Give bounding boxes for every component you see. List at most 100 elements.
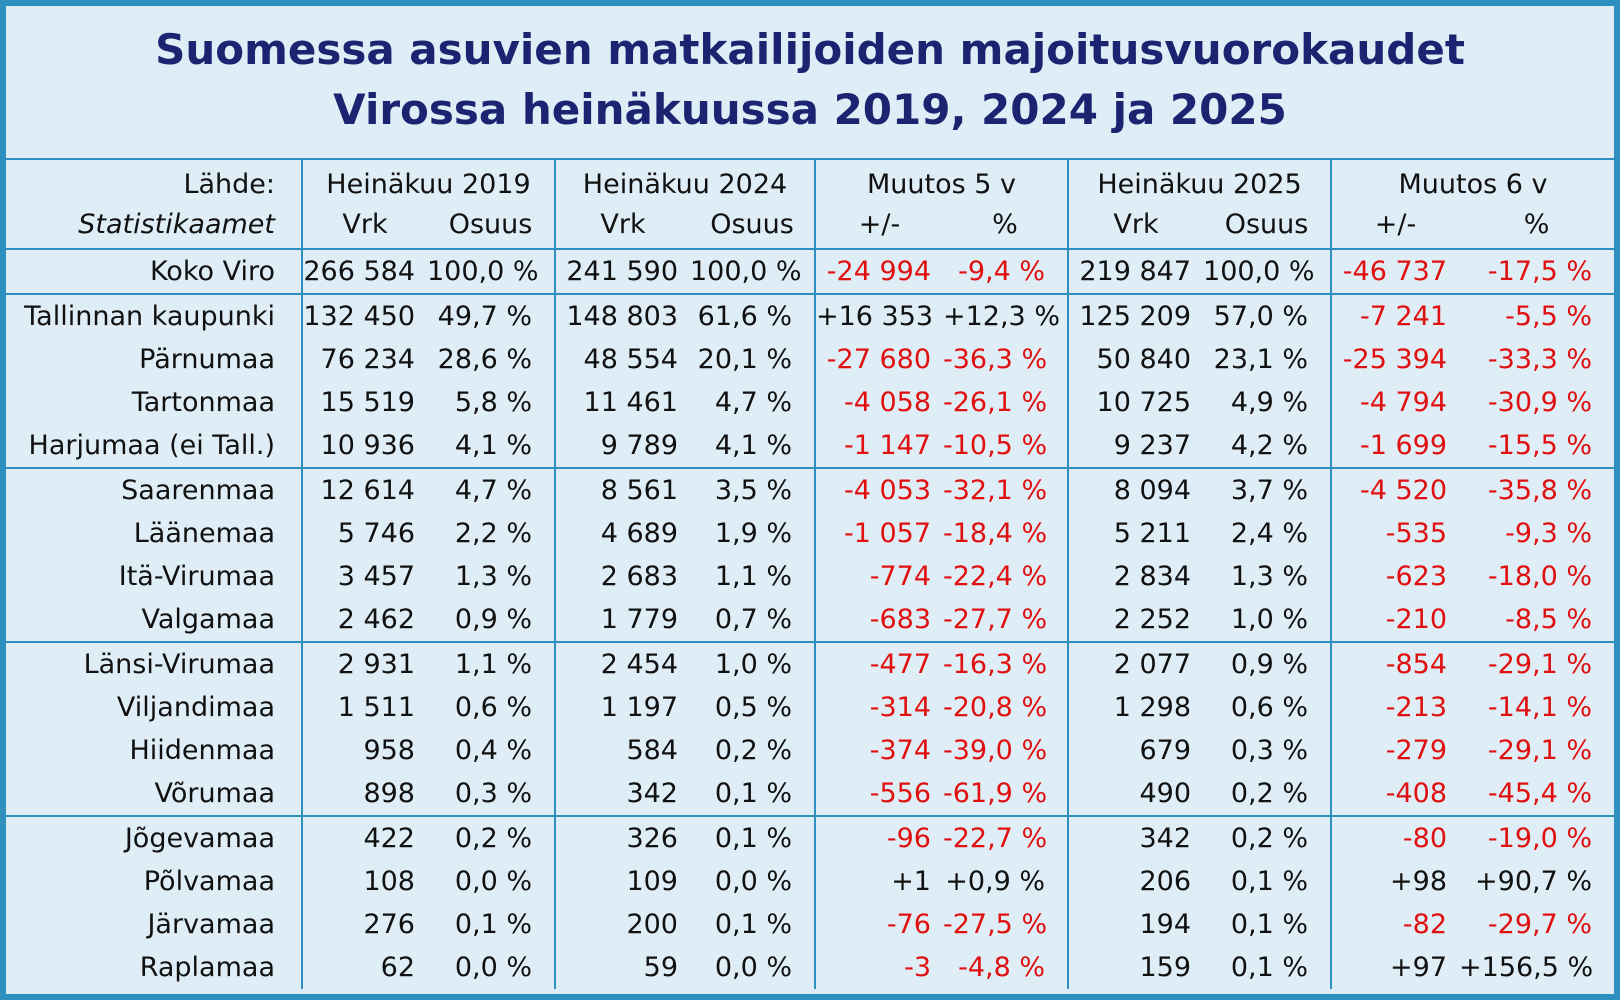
share-2024: 0,7 % <box>714 604 792 635</box>
nights-2024: 59 <box>554 946 690 989</box>
nights-2025: 5 211 <box>1067 512 1204 555</box>
share-2019: 1,1 % <box>427 641 555 686</box>
share-2024: 20,1 % <box>697 344 792 375</box>
nights-2019: 1 511 <box>301 686 427 729</box>
share-2019: 0,0 % <box>454 952 532 983</box>
change-5y-abs: -24 994 <box>814 249 943 295</box>
nights-2025: 2 252 <box>1067 598 1204 642</box>
table-body: Koko Viro 266 584 100,0 % 241 590 100,0 % -24… <box>6 249 1615 989</box>
share-2019: 4,7 % <box>427 467 555 512</box>
change-6y-pct: -30,9 % <box>1487 387 1593 418</box>
change-5y-abs: -1 147 <box>814 424 943 468</box>
subheader-percent: % <box>943 204 1069 250</box>
region-name: Järvamaa <box>147 909 275 940</box>
data-table: Lähde: Heinäkuu 2019 Heinäkuu 2024 Muuto… <box>6 158 1615 989</box>
table-header: Lähde: Heinäkuu 2019 Heinäkuu 2024 Muuto… <box>6 158 1615 250</box>
change-6y-abs: -1 699 <box>1330 424 1460 468</box>
page-title: Suomessa asuvien matkailijoiden majoitus… <box>6 20 1614 140</box>
change-6y-abs: -623 <box>1330 555 1460 598</box>
nights-2019: 132 450 <box>301 293 427 338</box>
change-5y-pct: -27,5 % <box>943 909 1048 940</box>
title-line-2: Virossa heinäkuussa 2019, 2024 ja 2025 <box>333 85 1287 134</box>
share-2019: 0,9 % <box>454 604 532 635</box>
change-5y-abs: -374 <box>814 729 943 772</box>
nights-2019: 2 931 <box>301 641 427 686</box>
subheader-osuus: Osuus <box>690 204 815 250</box>
nights-2024: 109 <box>554 860 690 903</box>
share-2019: 0,6 % <box>454 692 532 723</box>
nights-2019: 15 519 <box>301 381 427 424</box>
change-5y-abs: -774 <box>814 555 943 598</box>
share-2019: 49,7 % <box>427 293 555 338</box>
change-5y-abs: -3 <box>814 946 943 989</box>
change-5y-pct: -61,9 % <box>943 778 1048 809</box>
share-2025: 0,9 % <box>1203 641 1332 686</box>
nights-2025: 342 <box>1067 815 1204 860</box>
table-row: Koko Viro 266 584 100,0 % 241 590 100,0 % -24… <box>6 249 1615 295</box>
share-2025: 0,2 % <box>1203 815 1332 860</box>
subheader-plusminus: +/- <box>1330 204 1460 250</box>
nights-2024: 148 803 <box>554 293 690 338</box>
share-2024: 1,0 % <box>690 641 815 686</box>
change-6y-abs: +97 <box>1330 946 1460 989</box>
nights-2019: 276 <box>301 903 427 946</box>
share-2024: 0,0 % <box>714 866 792 897</box>
share-2025: 57,0 % <box>1203 293 1332 338</box>
table-row: Länsi-Virumaa 2 931 1,1 % 2 454 1,0 % -477 -16… <box>6 641 1615 686</box>
change-6y-abs: -210 <box>1330 598 1460 642</box>
change-6y-abs: -279 <box>1330 729 1460 772</box>
change-6y-abs: +98 <box>1330 860 1460 903</box>
share-2024: 0,2 % <box>714 735 792 766</box>
nights-2024: 342 <box>554 772 690 816</box>
change-5y-abs: +16 353 <box>814 293 943 338</box>
nights-2024: 200 <box>554 903 690 946</box>
share-2024: 0,0 % <box>714 952 792 983</box>
change-6y-pct: -19,0 % <box>1459 815 1615 860</box>
title-line-1: Suomessa asuvien matkailijoiden majoitus… <box>155 25 1465 74</box>
change-5y-abs: -556 <box>814 772 943 816</box>
change-6y-pct: -29,1 % <box>1487 735 1593 766</box>
change-6y-abs: -46 737 <box>1330 249 1460 295</box>
change-5y-pct: -16,3 % <box>943 641 1069 686</box>
change-5y-abs: -477 <box>814 641 943 686</box>
nights-2024: 326 <box>554 815 690 860</box>
change-5y-pct: -9,4 % <box>943 249 1069 295</box>
share-2024: 1,1 % <box>714 561 792 592</box>
change-5y-abs: -4 053 <box>814 467 943 512</box>
change-6y-pct: -5,5 % <box>1459 293 1615 338</box>
nights-2025: 50 840 <box>1067 338 1204 381</box>
share-2024: 61,6 % <box>690 293 815 338</box>
nights-2025: 194 <box>1067 903 1204 946</box>
table-row: Saarenmaa 12 614 4,7 % 8 561 3,5 % -4 053 -32,… <box>6 467 1615 512</box>
change-6y-pct: -14,1 % <box>1487 692 1593 723</box>
nights-2019: 108 <box>301 860 427 903</box>
change-5y-pct: -18,4 % <box>943 518 1048 549</box>
region-name: Läänemaa <box>133 518 275 549</box>
region-name: Võrumaa <box>154 778 276 809</box>
share-2019: 4,1 % <box>454 430 532 461</box>
nights-2025: 2 834 <box>1067 555 1204 598</box>
region-name: Tartonmaa <box>131 387 275 418</box>
table-row: Põlvamaa 108 0,0 % 109 0,0 % +1 +0,9 % 206 0,1 %… <box>6 860 1614 903</box>
change-6y-pct: -29,7 % <box>1487 909 1593 940</box>
region-name: Tallinnan kaupunki <box>6 293 302 338</box>
nights-2019: 62 <box>301 946 427 989</box>
change-6y-pct: +90,7 % <box>1475 866 1593 897</box>
nights-2019: 266 584 <box>301 249 427 295</box>
share-2019: 0,2 % <box>427 815 555 860</box>
subheader-vrk: Vrk <box>554 204 690 250</box>
change-6y-abs: -4 520 <box>1330 467 1460 512</box>
table-row: Hiidenmaa 958 0,4 % 584 0,2 % -374 -39,0 % 679 0… <box>6 729 1614 772</box>
nights-2024: 2 454 <box>554 641 690 686</box>
change-6y-pct: -45,4 % <box>1487 778 1593 809</box>
change-6y-abs: -535 <box>1330 512 1460 555</box>
share-2025: 2,4 % <box>1230 518 1309 549</box>
share-2019: 0,1 % <box>454 909 532 940</box>
region-name: Jõgevamaa <box>6 815 302 860</box>
nights-2024: 1 779 <box>554 598 690 642</box>
change-5y-pct: +0,9 % <box>945 866 1046 897</box>
table-row: Pärnumaa 76 234 28,6 % 48 554 20,1 % -27 680-… <box>6 338 1614 381</box>
share-2025: 0,1 % <box>1230 866 1309 897</box>
nights-2025: 490 <box>1067 772 1204 816</box>
nights-2019: 898 <box>301 772 427 816</box>
